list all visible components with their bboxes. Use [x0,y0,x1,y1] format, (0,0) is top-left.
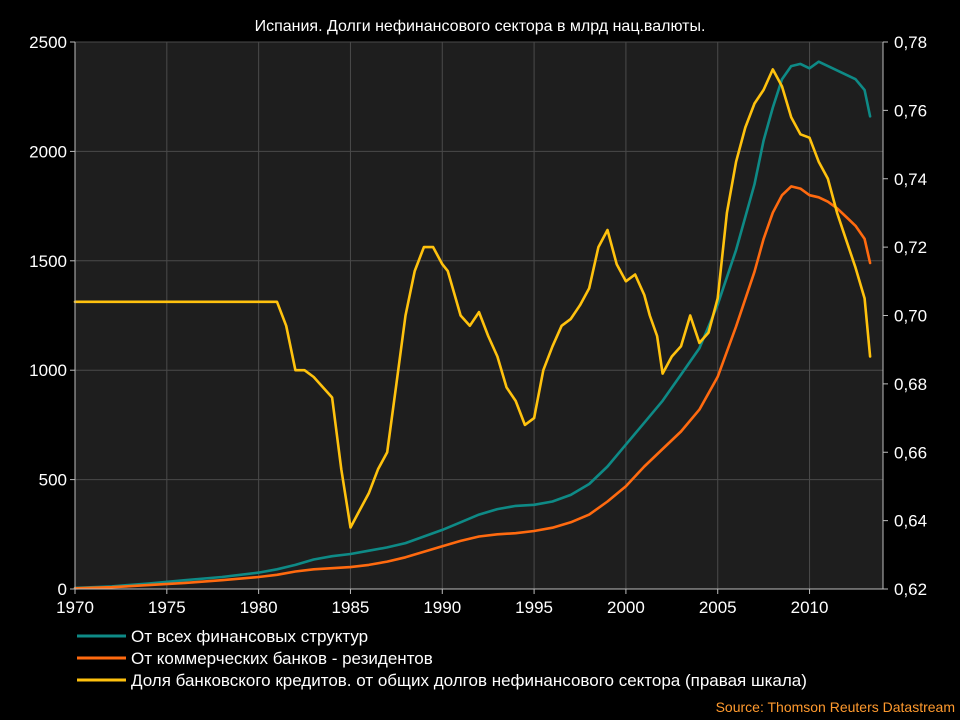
series-line-3 [73,68,872,529]
x-tick-label: 1995 [515,598,553,617]
y-left-axis-ticks: 0 500 1000 1500 2000 2500 [29,33,75,599]
y-right-tick-label: 0,64 [894,512,927,531]
y-right-tick-label: 0,62 [894,580,927,599]
x-tick-label: 1970 [56,598,94,617]
legend-label-2: От коммерческих банков - резидентов [131,649,433,668]
legend-label-1: От всех финансовых структур [131,627,368,646]
series-line-2 [73,185,872,590]
y-right-tick-label: 0,74 [894,170,927,189]
x-tick-label: 1990 [423,598,461,617]
x-tick-label: 1985 [332,598,370,617]
y-left-tick-label: 1500 [29,252,67,271]
y-right-tick-label: 0,78 [894,33,927,52]
series-layer [73,60,872,590]
x-tick-label: 1980 [240,598,278,617]
source-note: Source: Thomson Reuters Datastream [716,699,955,715]
y-right-tick-label: 0,70 [894,307,927,326]
y-left-tick-label: 1000 [29,361,67,380]
y-left-tick-label: 0 [58,580,67,599]
x-tick-label: 2010 [791,598,829,617]
x-tick-label: 2000 [607,598,645,617]
series-line-1 [73,60,872,590]
y-left-tick-label: 2000 [29,142,67,161]
x-axis-ticks: 1970 1975 1980 1985 1990 1995 2000 2005 2010 [56,589,828,617]
y-right-tick-label: 0,72 [894,238,927,257]
legend-label-3: Доля банковского кредитов. от общих долг… [131,671,807,690]
y-right-tick-label: 0,66 [894,443,927,462]
y-right-axis-ticks: 0,62 0,64 0,66 0,68 0,70 0,72 0,74 0,76 0,78 [883,33,927,599]
y-right-tick-label: 0,68 [894,375,927,394]
x-tick-label: 1975 [148,598,186,617]
y-right-tick-label: 0,76 [894,101,927,120]
y-left-tick-label: 500 [39,471,67,490]
legend: От всех финансовых структур От коммерческ… [77,627,807,690]
chart-title: Испания. Долги нефинансового сектора в м… [255,18,706,35]
y-left-tick-label: 2500 [29,33,67,52]
x-tick-label: 2005 [699,598,737,617]
